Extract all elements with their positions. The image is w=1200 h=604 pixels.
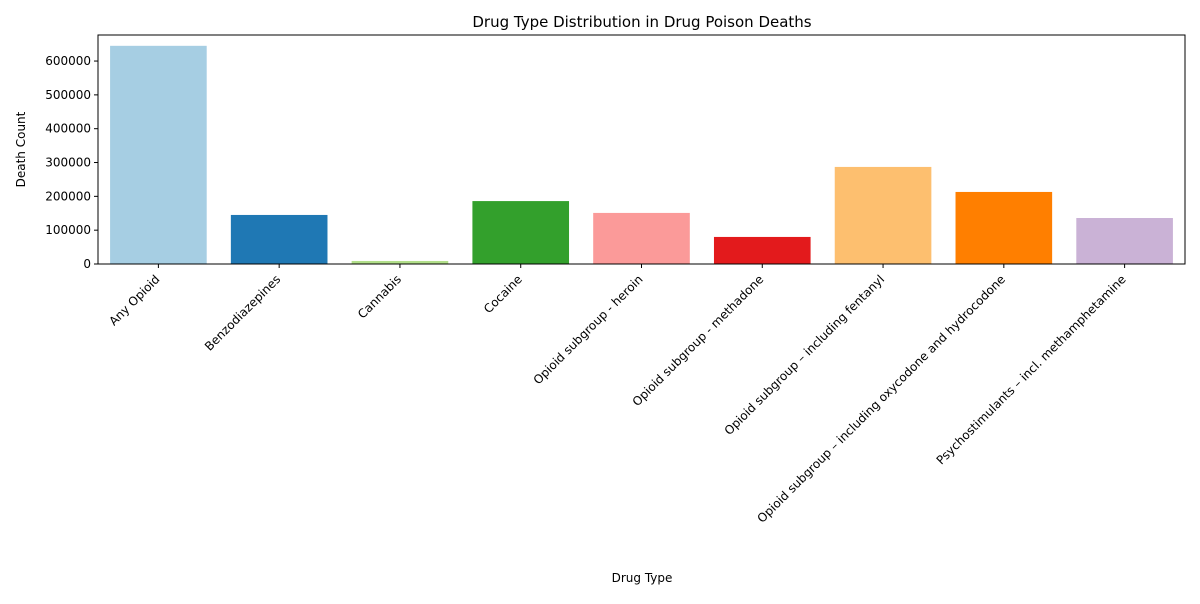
x-tick-label: Cocaine (481, 272, 525, 316)
bar (351, 260, 449, 264)
x-axis-label: Drug Type (612, 571, 673, 585)
x-tick-label: Opioid subgroup – including oxycodone an… (755, 272, 1008, 525)
bar (1076, 218, 1173, 264)
bar (955, 191, 1053, 264)
y-tick-label: 600000 (45, 54, 91, 68)
bar (593, 212, 690, 264)
bar (472, 201, 570, 264)
y-tick-label: 200000 (45, 189, 91, 203)
x-axis-ticks: Any Opioid Benzodiazepines Cannabis Cocaine… (106, 264, 1129, 526)
bar (713, 236, 811, 264)
bar (834, 166, 932, 264)
bar (110, 45, 207, 264)
y-axis-label: Death Count (14, 111, 28, 187)
y-tick-label: 400000 (45, 122, 91, 136)
y-tick-label: 100000 (45, 223, 91, 237)
x-tick-label: Opioid subgroup - methadone (630, 272, 767, 409)
y-axis-ticks: 0 100000 200000 300000 400000 500000 600000 (45, 54, 98, 271)
bar (230, 214, 328, 264)
x-tick-label: Psychostimulants – incl. methamphetamine (934, 272, 1129, 467)
y-tick-label: 300000 (45, 156, 91, 170)
x-tick-label: Opioid subgroup - heroin (531, 272, 646, 387)
y-tick-label: 0 (83, 257, 91, 271)
chart-title: Drug Type Distribution in Drug Poison De… (472, 13, 811, 31)
plot-frame (97, 34, 1186, 265)
bars-group (110, 45, 1173, 264)
x-tick-label: Any Opioid (106, 272, 162, 328)
x-tick-label: Benzodiazepines (202, 272, 283, 353)
y-tick-label: 500000 (45, 88, 91, 102)
x-tick-label: Cannabis (355, 272, 404, 321)
